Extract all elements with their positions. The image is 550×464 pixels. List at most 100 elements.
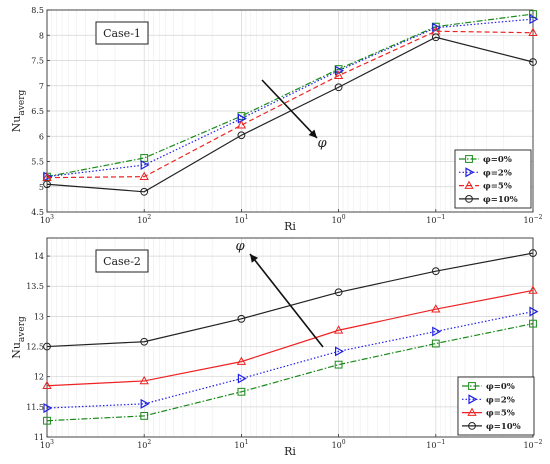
data-point [529,319,537,328]
y-tick-label: 13.5 [26,282,44,291]
y-tick-label: 5.5 [31,158,44,167]
data-point [140,160,150,171]
series-line [46,310,534,409]
x-tick-exp: −1 [436,214,445,221]
y-axis-label-main: Nu [10,116,23,133]
x-axis-label: Ri [284,220,296,233]
data-point [529,306,539,317]
y-tick-label: 12 [34,373,44,382]
data-point [529,58,537,66]
x-tick-label: 10−2 [523,439,542,450]
legend-marker [467,407,477,416]
data-point [528,285,538,294]
y-tick-label: 12.5 [26,343,44,352]
phi-arrow [249,253,324,348]
legend: φ=0% φ=2% φ=5% φ=10% [454,149,532,209]
x-tick-base: 10 [40,441,50,450]
data-point [43,342,51,351]
x-tick-base: 10 [234,441,244,450]
y-tick-label: 11 [34,433,44,442]
x-tick-base: 10 [426,441,436,450]
minor-grid [51,238,505,437]
y-tick-label: 8.5 [31,6,44,15]
data-point [236,120,247,129]
data-point [529,14,539,25]
x-tick-exp: 1 [245,439,249,446]
legend: φ=0% φ=2% φ=5% φ=10% [457,376,535,436]
x-tick-label: 102 [137,439,151,450]
x-tick-base: 10 [426,216,436,225]
x-tick-base: 10 [523,441,533,450]
data-point [237,113,247,124]
data-point [334,288,343,297]
legend-entry: φ=0% [483,155,512,165]
x-tick-exp: 0 [342,439,346,446]
data-point [140,187,149,196]
data-point [432,22,442,33]
x-tick-base: 10 [523,216,533,225]
case-label: Case-1 [103,27,141,40]
x-tick-label: 101 [234,439,248,450]
data-point [237,387,246,396]
series-line [46,36,534,193]
x-tick-label: 10−1 [426,439,445,450]
data-point [139,375,149,385]
legend-entry: φ=10% [486,422,521,432]
data-point [431,304,441,313]
y-tick-label: 11.5 [26,403,44,412]
legend-marker [468,382,476,390]
x-tick-label: 10−1 [426,214,445,225]
arrow-label: φ [317,136,327,151]
x-tick-exp: 1 [245,214,249,221]
series-1 [43,319,537,425]
x-tick-exp: 0 [342,214,346,221]
y-tick-label: 8 [39,31,44,40]
data-point [334,83,343,92]
legend-entry: φ=0% [486,382,515,392]
y-tick-label: 6.5 [31,107,44,116]
y-axis-label-sub: averg [17,89,27,115]
arrow-label: φ [235,239,245,254]
arrow-shaft [249,253,324,348]
x-tick-label: 103 [40,214,54,225]
data-point [528,27,538,37]
x-tick-base: 10 [234,216,244,225]
case-label: Case-2 [103,255,141,268]
y-tick-label: 7.5 [31,57,44,66]
data-point [333,70,344,79]
x-tick-exp: 3 [50,439,54,446]
legend-marker [464,180,474,189]
data-point [529,249,537,257]
legend-entry: φ=5% [486,409,515,419]
series-4 [43,33,537,196]
plot-frame [46,237,534,438]
y-axis-label: Nuaverg [10,89,27,132]
data-point [43,416,51,425]
data-point [140,398,150,409]
legend-entry: φ=5% [483,182,512,192]
series-line [46,13,534,178]
series-line [46,323,534,422]
arrow-head [308,129,317,138]
y-tick-label: 5 [39,183,44,192]
series-2 [43,306,539,414]
y-tick-label: 6 [39,132,44,141]
legend-marker [465,195,473,203]
data-point [140,337,149,346]
series-line [46,289,534,387]
data-point [333,325,344,334]
data-point [334,360,343,369]
y-tick-label: 14 [34,252,44,261]
legend-marker [468,394,478,405]
x-tick-base: 10 [40,216,50,225]
case-label-box [95,21,149,45]
x-tick-exp: 3 [50,214,54,221]
arrow-shaft [261,79,318,139]
y-tick-label: 7 [39,82,44,91]
x-tick-exp: 2 [147,439,151,446]
legend-entry: φ=10% [483,195,518,205]
series-3 [42,26,538,181]
y-axis-label-main: Nu [10,342,23,359]
